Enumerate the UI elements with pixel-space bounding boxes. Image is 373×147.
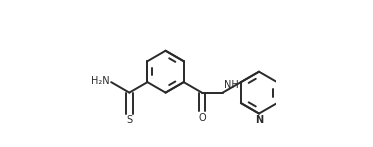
Text: H₂N: H₂N (91, 76, 110, 86)
Text: NH: NH (224, 80, 238, 90)
Text: N: N (255, 115, 263, 125)
Text: S: S (126, 115, 132, 125)
Text: O: O (198, 113, 206, 123)
